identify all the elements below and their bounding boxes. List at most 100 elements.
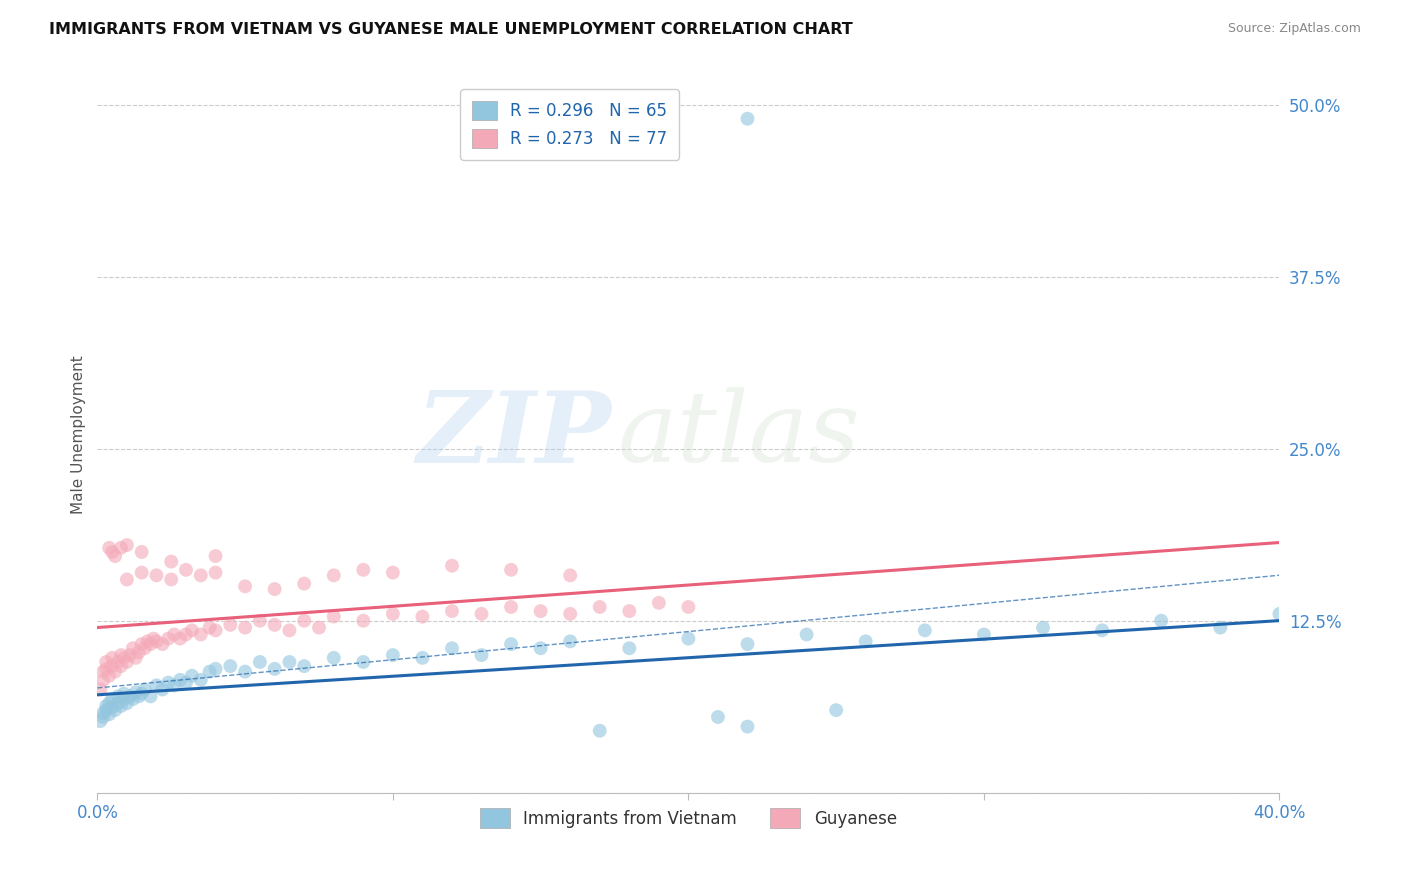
- Point: [101, 651, 124, 665]
- Point: [104, 703, 127, 717]
- Point: [501, 637, 523, 651]
- Point: [150, 637, 173, 651]
- Point: [501, 563, 523, 577]
- Point: [118, 690, 141, 704]
- Point: [91, 665, 114, 679]
- Point: [115, 655, 138, 669]
- Point: [470, 607, 492, 621]
- Point: [101, 700, 124, 714]
- Point: [737, 637, 759, 651]
- Point: [1032, 621, 1054, 635]
- Point: [89, 682, 111, 697]
- Point: [131, 566, 153, 580]
- Point: [219, 659, 242, 673]
- Point: [233, 621, 256, 635]
- Point: [98, 541, 121, 555]
- Point: [263, 662, 285, 676]
- Point: [96, 703, 118, 717]
- Point: [98, 669, 121, 683]
- Point: [163, 627, 186, 641]
- Point: [190, 568, 212, 582]
- Point: [160, 573, 183, 587]
- Point: [737, 112, 759, 126]
- Point: [560, 607, 582, 621]
- Point: [292, 659, 315, 673]
- Point: [1091, 624, 1114, 638]
- Point: [115, 573, 138, 587]
- Point: [110, 698, 132, 713]
- Point: [89, 714, 111, 728]
- Point: [440, 604, 463, 618]
- Point: [160, 555, 183, 569]
- Point: [1268, 607, 1291, 621]
- Point: [219, 618, 242, 632]
- Point: [163, 678, 186, 692]
- Point: [101, 692, 124, 706]
- Text: Source: ZipAtlas.com: Source: ZipAtlas.com: [1227, 22, 1361, 36]
- Point: [118, 648, 141, 662]
- Text: atlas: atlas: [617, 387, 860, 483]
- Point: [308, 621, 330, 635]
- Point: [914, 624, 936, 638]
- Point: [322, 609, 344, 624]
- Point: [796, 627, 818, 641]
- Point: [204, 566, 226, 580]
- Point: [125, 685, 148, 699]
- Point: [352, 614, 374, 628]
- Point: [91, 673, 114, 687]
- Point: [136, 634, 159, 648]
- Point: [560, 568, 582, 582]
- Y-axis label: Male Unemployment: Male Unemployment: [72, 356, 86, 515]
- Point: [249, 655, 271, 669]
- Point: [145, 568, 167, 582]
- Point: [678, 599, 700, 614]
- Point: [107, 690, 129, 704]
- Text: IMMIGRANTS FROM VIETNAM VS GUYANESE MALE UNEMPLOYMENT CORRELATION CHART: IMMIGRANTS FROM VIETNAM VS GUYANESE MALE…: [49, 22, 853, 37]
- Point: [107, 655, 129, 669]
- Point: [678, 632, 700, 646]
- Point: [131, 545, 153, 559]
- Point: [1209, 621, 1232, 635]
- Point: [198, 665, 221, 679]
- Point: [98, 696, 121, 710]
- Point: [131, 687, 153, 701]
- Point: [131, 637, 153, 651]
- Point: [381, 566, 404, 580]
- Point: [198, 621, 221, 635]
- Point: [91, 710, 114, 724]
- Point: [381, 607, 404, 621]
- Point: [278, 655, 301, 669]
- Point: [174, 627, 197, 641]
- Point: [249, 614, 271, 628]
- Point: [112, 651, 135, 665]
- Point: [530, 604, 553, 618]
- Point: [619, 604, 641, 618]
- Point: [112, 692, 135, 706]
- Point: [411, 651, 433, 665]
- Point: [648, 596, 671, 610]
- Point: [150, 682, 173, 697]
- Point: [190, 673, 212, 687]
- Point: [139, 637, 162, 651]
- Point: [128, 690, 150, 704]
- Point: [589, 723, 612, 738]
- Point: [157, 632, 180, 646]
- Point: [145, 678, 167, 692]
- Point: [121, 692, 143, 706]
- Point: [112, 687, 135, 701]
- Point: [115, 696, 138, 710]
- Point: [233, 665, 256, 679]
- Legend: Immigrants from Vietnam, Guyanese: Immigrants from Vietnam, Guyanese: [474, 802, 904, 834]
- Point: [440, 641, 463, 656]
- Point: [501, 599, 523, 614]
- Point: [322, 568, 344, 582]
- Text: ZIP: ZIP: [416, 387, 612, 483]
- Point: [204, 549, 226, 563]
- Point: [381, 648, 404, 662]
- Point: [1150, 614, 1173, 628]
- Point: [278, 624, 301, 638]
- Point: [233, 579, 256, 593]
- Point: [180, 624, 202, 638]
- Point: [101, 545, 124, 559]
- Point: [104, 549, 127, 563]
